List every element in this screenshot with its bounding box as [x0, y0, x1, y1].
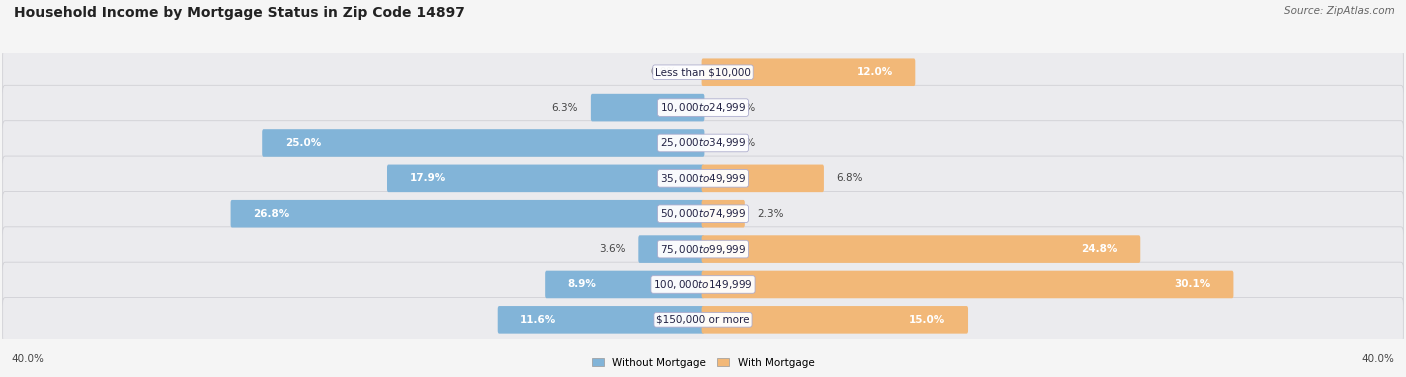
Text: 0.0%: 0.0% [730, 138, 755, 148]
Text: 15.0%: 15.0% [910, 315, 945, 325]
Text: 6.3%: 6.3% [551, 103, 578, 113]
Text: $35,000 to $49,999: $35,000 to $49,999 [659, 172, 747, 185]
FancyBboxPatch shape [638, 235, 704, 263]
FancyBboxPatch shape [702, 306, 967, 334]
Text: 3.6%: 3.6% [599, 244, 626, 254]
FancyBboxPatch shape [3, 192, 1403, 236]
Text: Household Income by Mortgage Status in Zip Code 14897: Household Income by Mortgage Status in Z… [14, 6, 465, 20]
Text: Less than $10,000: Less than $10,000 [655, 67, 751, 77]
Text: $10,000 to $24,999: $10,000 to $24,999 [659, 101, 747, 114]
Text: 0.0%: 0.0% [730, 103, 755, 113]
Text: 6.8%: 6.8% [837, 173, 863, 183]
Text: $50,000 to $74,999: $50,000 to $74,999 [659, 207, 747, 220]
FancyBboxPatch shape [387, 164, 704, 192]
Text: 0.0%: 0.0% [651, 67, 676, 77]
FancyBboxPatch shape [3, 227, 1403, 271]
FancyBboxPatch shape [702, 271, 1233, 298]
FancyBboxPatch shape [498, 306, 704, 334]
Text: $25,000 to $34,999: $25,000 to $34,999 [659, 136, 747, 150]
FancyBboxPatch shape [263, 129, 704, 157]
Text: $100,000 to $149,999: $100,000 to $149,999 [654, 278, 752, 291]
Text: $150,000 or more: $150,000 or more [657, 315, 749, 325]
Text: Source: ZipAtlas.com: Source: ZipAtlas.com [1284, 6, 1395, 16]
Text: 12.0%: 12.0% [856, 67, 893, 77]
FancyBboxPatch shape [702, 164, 824, 192]
FancyBboxPatch shape [3, 50, 1403, 95]
Text: 26.8%: 26.8% [253, 209, 290, 219]
FancyBboxPatch shape [3, 297, 1403, 342]
FancyBboxPatch shape [3, 121, 1403, 165]
FancyBboxPatch shape [231, 200, 704, 228]
Text: 25.0%: 25.0% [285, 138, 321, 148]
FancyBboxPatch shape [702, 235, 1140, 263]
FancyBboxPatch shape [546, 271, 704, 298]
Legend: Without Mortgage, With Mortgage: Without Mortgage, With Mortgage [588, 354, 818, 372]
FancyBboxPatch shape [702, 200, 745, 228]
FancyBboxPatch shape [591, 94, 704, 121]
Text: 24.8%: 24.8% [1081, 244, 1118, 254]
Text: 2.3%: 2.3% [758, 209, 785, 219]
Text: 11.6%: 11.6% [520, 315, 557, 325]
Text: 40.0%: 40.0% [1362, 354, 1395, 364]
Text: $75,000 to $99,999: $75,000 to $99,999 [659, 242, 747, 256]
FancyBboxPatch shape [3, 156, 1403, 201]
Text: 40.0%: 40.0% [11, 354, 44, 364]
Text: 17.9%: 17.9% [409, 173, 446, 183]
FancyBboxPatch shape [3, 262, 1403, 307]
Text: 30.1%: 30.1% [1174, 279, 1211, 290]
Text: 8.9%: 8.9% [568, 279, 596, 290]
FancyBboxPatch shape [702, 58, 915, 86]
FancyBboxPatch shape [3, 85, 1403, 130]
